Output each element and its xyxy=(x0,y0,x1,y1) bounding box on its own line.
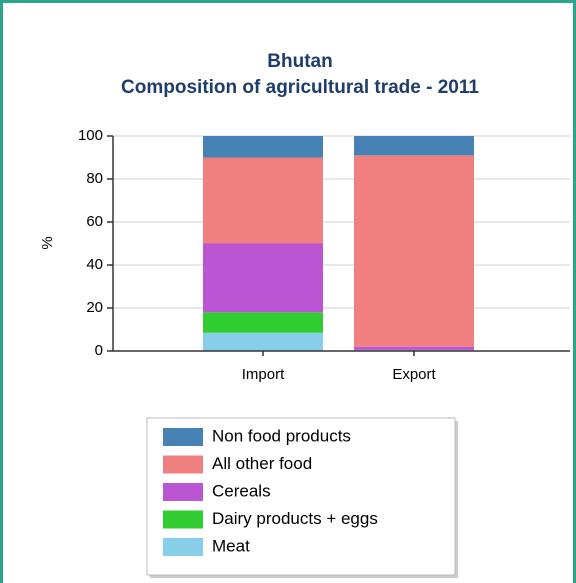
y-tick-label: 20 xyxy=(86,299,103,316)
legend-swatch xyxy=(163,538,203,556)
legend-swatch xyxy=(163,510,203,529)
legend-swatch xyxy=(163,483,203,501)
chart-title: Bhutan xyxy=(267,51,332,72)
y-tick-label: 100 xyxy=(78,127,103,144)
bar-segment xyxy=(354,136,474,156)
bar-segment xyxy=(203,312,323,333)
legend-swatch xyxy=(163,428,203,446)
bar-segment xyxy=(203,136,323,158)
legend-swatch xyxy=(163,455,203,474)
y-tick-label: 0 xyxy=(95,342,103,359)
legend-label: Dairy products + eggs xyxy=(212,509,378,528)
bar-segment xyxy=(203,243,323,313)
bar-segment xyxy=(203,157,323,244)
legend-label: Cereals xyxy=(212,481,271,500)
x-tick-label: Import xyxy=(242,366,285,383)
y-tick-label: 40 xyxy=(86,256,103,273)
legend-label: Non food products xyxy=(212,426,351,445)
x-tick-label: Export xyxy=(392,366,436,383)
legend-label: All other food xyxy=(212,454,312,473)
y-tick-label: 60 xyxy=(86,213,103,230)
bar-segment xyxy=(203,332,323,351)
chart-subtitle: Composition of agricultural trade - 2011 xyxy=(121,77,479,98)
y-tick-label: 80 xyxy=(86,170,103,187)
bar-segment xyxy=(354,346,474,350)
y-axis-label: % xyxy=(39,236,56,249)
legend-label: Meat xyxy=(212,536,250,555)
bar-segment xyxy=(354,155,474,347)
